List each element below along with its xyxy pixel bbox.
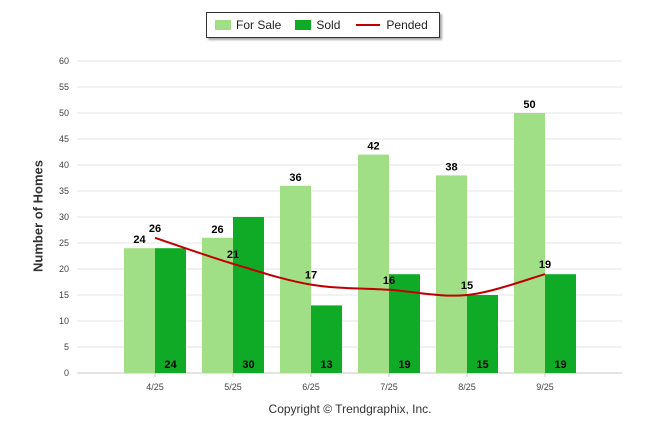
pended-line [154, 236, 546, 297]
pended-value-label: 15 [461, 280, 473, 292]
y-tick-label: 25 [59, 238, 69, 248]
bar-sold [311, 305, 342, 373]
legend-item-pended[interactable]: Pended [356, 18, 428, 32]
x-tick-label: 8/25 [458, 382, 476, 392]
y-tick-label: 0 [64, 368, 69, 378]
y-tick-label: 35 [59, 186, 69, 196]
copyright-text: Copyright © Trendgraphix, Inc. [268, 402, 432, 416]
for-sale-value-label: 50 [523, 99, 535, 111]
bar-sold [233, 217, 264, 373]
sold-value-label: 19 [398, 359, 410, 371]
x-tick-label: 4/25 [146, 382, 164, 392]
bar-for-sale [514, 113, 545, 373]
pended-value-label: 19 [539, 259, 551, 271]
sold-value-label: 24 [164, 359, 177, 371]
sold-swatch [295, 20, 312, 30]
legend-item-sold[interactable]: Sold [295, 18, 340, 32]
pended-value-label: 17 [305, 270, 317, 282]
bar-sold [467, 295, 498, 373]
y-tick-label: 20 [59, 264, 69, 274]
sold-value-label: 30 [242, 359, 254, 371]
y-tick-label: 50 [59, 108, 69, 118]
legend-label-for-sale: For Sale [236, 18, 282, 32]
bar-sold [545, 274, 576, 373]
y-tick-label: 5 [64, 342, 69, 352]
y-tick-label: 60 [59, 56, 69, 66]
bar-for-sale [436, 175, 467, 373]
for-sale-value-label: 42 [367, 141, 379, 153]
x-tick-label: 9/25 [536, 382, 554, 392]
y-tick-label: 40 [59, 160, 69, 170]
sold-value-label: 19 [554, 359, 566, 371]
legend-item-for-sale[interactable]: For Sale [215, 18, 281, 32]
for-sale-value-label: 38 [445, 161, 457, 173]
pended-value-label: 26 [149, 223, 161, 235]
pended-line-swatch [356, 24, 381, 26]
y-tick-label: 30 [59, 212, 69, 222]
for-sale-swatch [215, 20, 231, 30]
pended-value-label: 21 [227, 249, 239, 261]
pended-value-label: 16 [383, 275, 395, 287]
bar-sold [155, 248, 186, 373]
y-tick-label: 55 [59, 82, 69, 92]
x-tick-label: 6/25 [302, 382, 320, 392]
x-tick-label: 5/25 [224, 382, 242, 392]
bar-for-sale [358, 154, 389, 373]
for-sale-value-label: 36 [289, 172, 301, 184]
x-tick-label: 7/25 [380, 382, 398, 392]
bar-for-sale [124, 248, 155, 373]
y-tick-label: 45 [59, 134, 69, 144]
bar-for-sale [202, 237, 233, 373]
for-sale-value-label: 24 [133, 234, 146, 246]
y-tick-label: 15 [59, 290, 69, 300]
y-axis-label: Number of Homes [30, 160, 46, 272]
sold-value-label: 15 [476, 359, 488, 371]
y-tick-label: 10 [59, 316, 69, 326]
sold-value-label: 13 [320, 359, 332, 371]
legend-label-pended: Pended [386, 18, 428, 32]
for-sale-value-label: 26 [211, 224, 223, 236]
legend: For Sale Sold Pended [206, 12, 440, 38]
legend-label-sold: Sold [316, 18, 341, 32]
